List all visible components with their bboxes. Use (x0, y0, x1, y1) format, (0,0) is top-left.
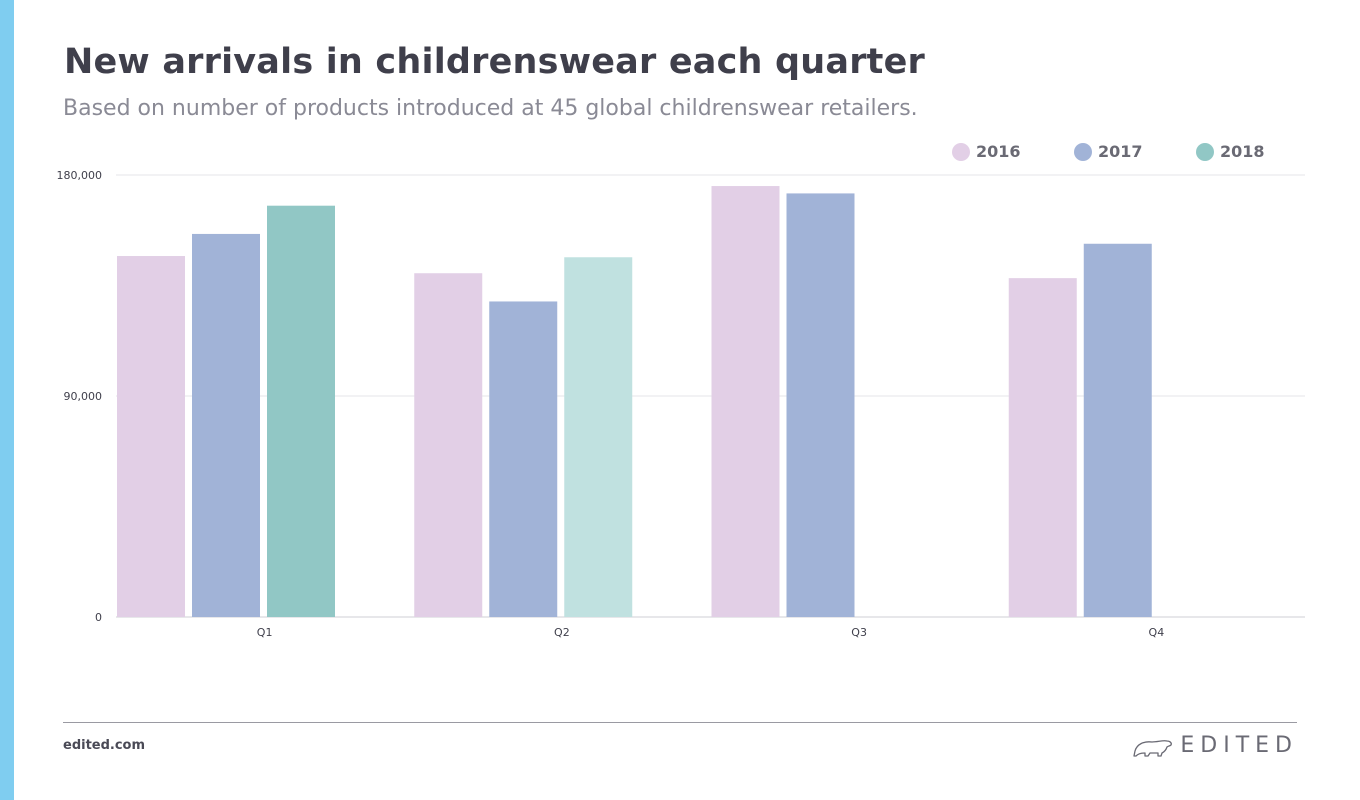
bar (711, 186, 780, 618)
y-tick-label: 180,000 (57, 169, 103, 182)
bar (117, 256, 185, 617)
legend-swatch-2018 (1196, 142, 1214, 161)
bar (267, 205, 335, 617)
x-tick-label: Q3 (851, 626, 867, 639)
x-tick-label: Q4 (1149, 626, 1165, 639)
legend-label-2016: 2016 (976, 142, 1021, 161)
y-tick-label: 90,000 (64, 390, 103, 403)
bar (192, 233, 260, 617)
chart-subtitle: Based on number of products introduced a… (63, 96, 918, 121)
footer-divider (63, 722, 1297, 723)
x-tick-label: Q2 (554, 626, 570, 639)
brand-name: EDITED (1180, 732, 1298, 758)
bar (1083, 243, 1152, 617)
legend-item-2018: 2018 (1196, 142, 1265, 161)
bar (414, 273, 483, 617)
legend-label-2018: 2018 (1220, 142, 1265, 161)
legend-label-2017: 2017 (1098, 142, 1143, 161)
polar-bear-icon (1133, 740, 1173, 757)
brand-logo: EDITED (1132, 732, 1298, 758)
legend-swatch-2017 (1074, 142, 1092, 161)
bar-chart: 0 90,000 180,000 Q1 Q2 Q3 Q4 (57, 169, 1305, 639)
x-tick-label: Q1 (257, 626, 273, 639)
bar (786, 193, 855, 617)
legend-swatch-2016 (952, 142, 970, 161)
footer-url: edited.com (63, 738, 146, 753)
legend-item-2016: 2016 (952, 142, 1021, 161)
accent-bar (0, 0, 14, 800)
bar (489, 301, 558, 617)
bar (564, 257, 633, 617)
chart-title: New arrivals in childrenswear each quart… (64, 42, 926, 82)
y-tick-label: 0 (95, 611, 102, 624)
bar (1008, 278, 1077, 617)
legend-item-2017: 2017 (1074, 142, 1143, 161)
